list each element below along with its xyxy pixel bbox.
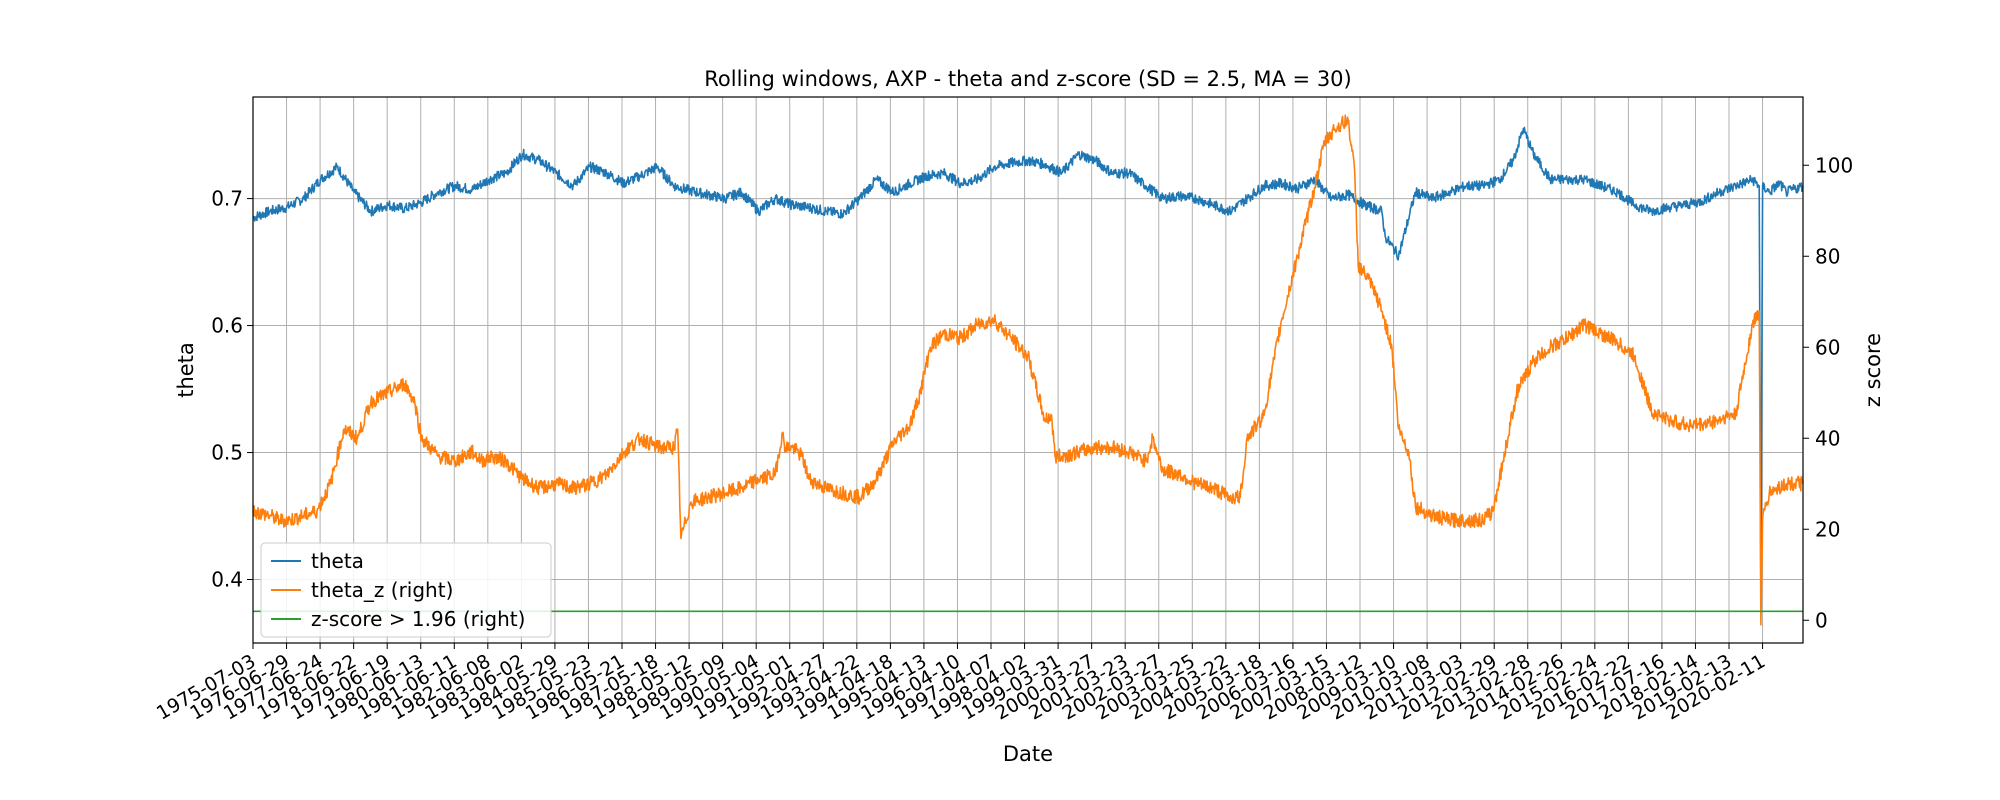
y-left-tick-label: 0.4 [211, 568, 243, 592]
y-axis-right-label: z score [1861, 333, 1885, 407]
y-axis-left-label: theta [174, 342, 198, 398]
legend-label: theta_z (right) [311, 578, 453, 602]
y-left-tick-label: 0.7 [211, 187, 243, 211]
y-right-tick-label: 40 [1815, 426, 1840, 450]
legend: theta theta_z (right) z-score > 1.96 (righ… [260, 542, 552, 638]
y-right-tick-label: 100 [1815, 153, 1853, 177]
y-right-tick-label: 80 [1815, 244, 1840, 268]
series-line-1 [252, 114, 1804, 626]
y-right-tick-label: 60 [1815, 335, 1840, 359]
legend-label: z-score > 1.96 (right) [311, 607, 525, 631]
y-left-tick-label: 0.6 [211, 314, 243, 338]
axes: 1975-07-031976-06-291977-06-241978-06-22… [153, 153, 1853, 724]
legend-box [260, 542, 552, 638]
grid-lines [252, 97, 1803, 643]
plot-frame [252, 96, 1804, 644]
y-left-tick-label: 0.5 [211, 441, 243, 465]
chart-title: Rolling windows, AXP - theta and z-score… [704, 67, 1351, 91]
legend-label: theta [311, 549, 364, 573]
x-axis-label: Date [1003, 742, 1053, 766]
y-right-tick-label: 0 [1815, 608, 1828, 632]
y-right-tick-label: 20 [1815, 517, 1840, 541]
series-line-0 [252, 126, 1804, 606]
